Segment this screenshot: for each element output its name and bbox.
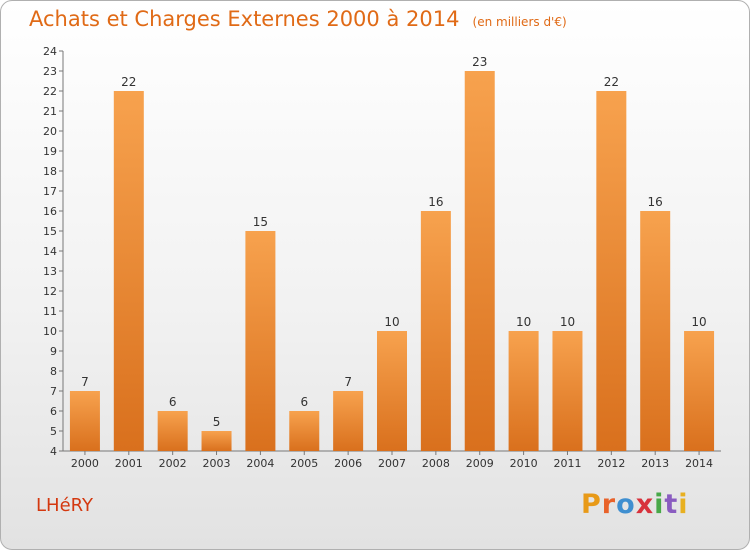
bar-value-label: 22 bbox=[121, 75, 136, 89]
logo-letter: P bbox=[581, 489, 602, 520]
bar-value-label: 10 bbox=[560, 315, 575, 329]
logo-letter: i bbox=[654, 489, 665, 520]
bar-value-label: 10 bbox=[691, 315, 706, 329]
bar-2007 bbox=[377, 331, 407, 451]
logo-letter: o bbox=[616, 489, 636, 520]
x-tick-label: 2013 bbox=[641, 457, 669, 470]
x-tick-label: 2012 bbox=[597, 457, 625, 470]
y-tick-label: 6 bbox=[50, 405, 57, 418]
x-tick-label: 2005 bbox=[290, 457, 318, 470]
y-tick-label: 16 bbox=[43, 205, 57, 218]
bar-value-label: 15 bbox=[253, 215, 268, 229]
bar-2005 bbox=[289, 411, 320, 451]
bar-2000 bbox=[69, 391, 100, 451]
y-tick-label: 24 bbox=[43, 45, 57, 58]
y-tick-label: 12 bbox=[43, 285, 57, 298]
y-tick-label: 14 bbox=[43, 245, 57, 258]
bar-value-label: 23 bbox=[472, 55, 487, 69]
chart-unit-text: (en milliers d'€) bbox=[472, 15, 567, 29]
bar-2001 bbox=[113, 91, 144, 451]
y-tick-label: 8 bbox=[50, 365, 57, 378]
y-tick-label: 9 bbox=[50, 345, 57, 358]
y-tick-label: 22 bbox=[43, 85, 57, 98]
bar-value-label: 6 bbox=[300, 395, 308, 409]
bar-value-label: 6 bbox=[169, 395, 177, 409]
x-tick-label: 2006 bbox=[334, 457, 362, 470]
logo-letter: i bbox=[678, 489, 689, 520]
bar-value-label: 22 bbox=[604, 75, 619, 89]
commune-name: LHéRY bbox=[36, 495, 93, 516]
logo-letter: r bbox=[601, 489, 617, 520]
bar-2012 bbox=[596, 91, 627, 451]
y-tick-label: 15 bbox=[43, 225, 57, 238]
y-tick-label: 5 bbox=[50, 425, 57, 438]
x-tick-label: 2014 bbox=[685, 457, 713, 470]
bar-2013 bbox=[640, 211, 671, 451]
bar-value-label: 7 bbox=[344, 375, 352, 389]
bar-2003 bbox=[201, 431, 232, 451]
bar-value-label: 16 bbox=[428, 195, 443, 209]
x-tick-label: 2010 bbox=[510, 457, 538, 470]
x-tick-label: 2009 bbox=[466, 457, 494, 470]
bar-2014 bbox=[684, 331, 715, 451]
y-tick-label: 17 bbox=[43, 185, 57, 198]
logo-letter: x bbox=[635, 489, 655, 520]
logo-letter: t bbox=[664, 489, 679, 520]
bar-2008 bbox=[420, 211, 451, 451]
x-tick-label: 2011 bbox=[553, 457, 581, 470]
bar-2010 bbox=[508, 331, 539, 451]
chart-title: Achats et Charges Externes 2000 à 2014 (… bbox=[29, 7, 567, 31]
y-tick-label: 13 bbox=[43, 265, 57, 278]
y-tick-label: 7 bbox=[50, 385, 57, 398]
y-tick-label: 20 bbox=[43, 125, 57, 138]
proxiti-logo[interactable]: Proxiti bbox=[581, 489, 689, 520]
bar-2002 bbox=[157, 411, 188, 451]
bar-2006 bbox=[333, 391, 364, 451]
x-tick-label: 2003 bbox=[203, 457, 231, 470]
x-tick-label: 2007 bbox=[378, 457, 406, 470]
y-tick-label: 23 bbox=[43, 65, 57, 78]
y-tick-label: 19 bbox=[43, 145, 57, 158]
x-tick-label: 2002 bbox=[159, 457, 187, 470]
y-tick-label: 10 bbox=[43, 325, 57, 338]
x-tick-label: 2000 bbox=[71, 457, 99, 470]
bar-2009 bbox=[464, 71, 495, 451]
y-tick-label: 18 bbox=[43, 165, 57, 178]
x-tick-label: 2008 bbox=[422, 457, 450, 470]
bar-value-label: 7 bbox=[81, 375, 89, 389]
bar-value-label: 10 bbox=[384, 315, 399, 329]
bar-2011 bbox=[552, 331, 583, 451]
y-tick-label: 11 bbox=[43, 305, 57, 318]
bar-value-label: 10 bbox=[516, 315, 531, 329]
x-tick-label: 2004 bbox=[246, 457, 274, 470]
y-tick-label: 21 bbox=[43, 105, 57, 118]
bar-2004 bbox=[245, 231, 276, 451]
bar-value-label: 5 bbox=[213, 415, 221, 429]
y-tick-label: 4 bbox=[50, 445, 57, 458]
x-tick-label: 2001 bbox=[115, 457, 143, 470]
chart-title-text: Achats et Charges Externes 2000 à 2014 bbox=[29, 7, 460, 31]
bar-value-label: 16 bbox=[648, 195, 663, 209]
